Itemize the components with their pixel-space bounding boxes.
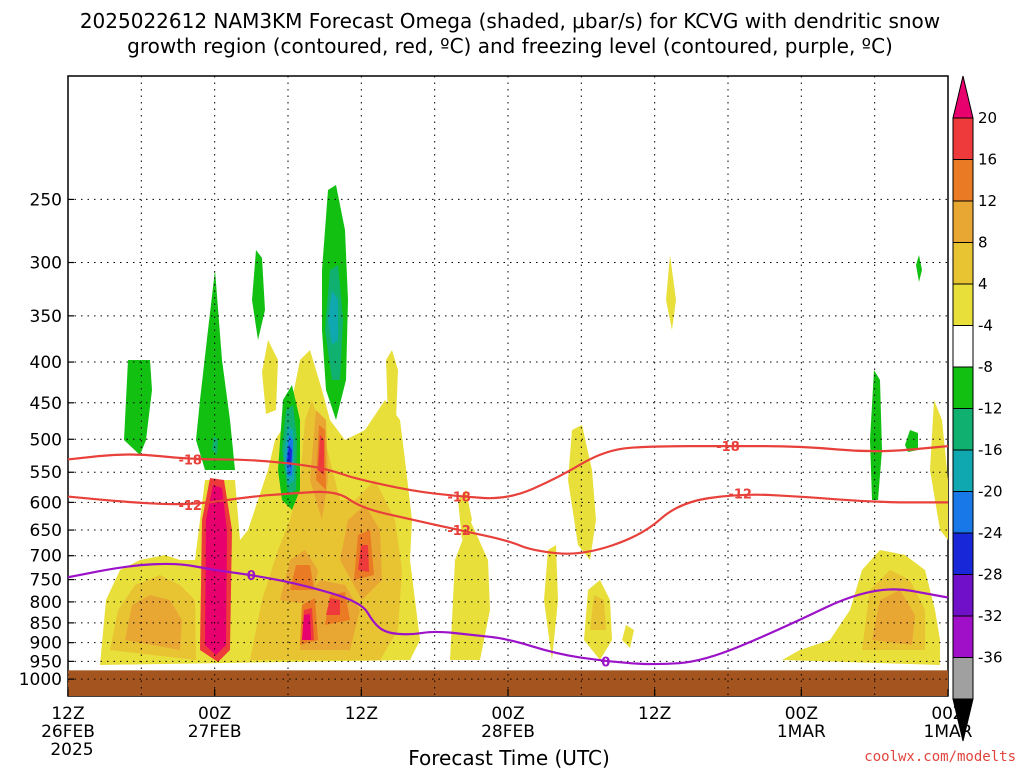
colorbar-segment: [952, 657, 974, 700]
colorbar: 20 16 12 8 4 -4 -8 -12 -16 -20 -24 -28 -32 -36: [952, 75, 1003, 742]
y-tick-label: 800: [30, 593, 62, 613]
y-tick-label: 1000: [19, 670, 62, 690]
y-tick-label: 900: [30, 634, 62, 654]
colorbar-segment: [952, 117, 974, 160]
colorbar-tick-label: 16: [978, 151, 997, 169]
colorbar-segment: [952, 200, 974, 243]
contour-line-2: [68, 562, 948, 666]
contour-label: 0: [247, 569, 256, 584]
colorbar-segment: [952, 242, 974, 285]
colorbar-tick-label: -4: [978, 317, 993, 335]
colorbar-top-arrow: [952, 75, 974, 119]
colorbar-tick-label: -28: [978, 566, 1003, 584]
colorbar-segment: [952, 574, 974, 617]
chart-title-line1: 2025022612 NAM3KM Forecast Omega (shaded…: [80, 9, 940, 33]
y-tick-label: 300: [30, 254, 62, 274]
x-tick-label: 00Z: [198, 704, 231, 724]
x-tick-label: 12Z: [345, 704, 378, 724]
colorbar-tick-label: 20: [978, 109, 997, 127]
colorbar-segment: [952, 408, 974, 451]
colorbar-tick-label: -8: [978, 358, 993, 376]
colorbar-segment: [952, 615, 974, 658]
colorbar-segment: [952, 532, 974, 575]
y-tick-label: 350: [30, 307, 62, 327]
colorbar-tick-label: -32: [978, 607, 1003, 625]
contour-label: -18: [716, 440, 740, 455]
colorbar-segment: [952, 366, 974, 409]
colorbar-tick-label: -20: [978, 483, 1003, 501]
y-tick-label: 950: [30, 652, 62, 672]
x-tick-label: 27FEB: [188, 722, 242, 742]
chart-title-line2: growth region (contoured, red, ºC) and f…: [127, 34, 893, 58]
contour-label: -12: [728, 488, 752, 503]
y-tick-label: 550: [30, 463, 62, 483]
x-tick-label: 26FEB: [41, 722, 95, 742]
colorbar-bottom-arrow: [952, 698, 974, 742]
credit-text: coolwx.com/modelts: [864, 749, 1016, 765]
colorbar-segment: [952, 325, 974, 368]
colorbar-segment: [952, 491, 974, 534]
colorbar-tick-label: -36: [978, 649, 1003, 667]
y-tick-label: 450: [30, 394, 62, 414]
y-tick-label: 250: [30, 190, 62, 210]
colorbar-tick-label: 4: [978, 275, 988, 293]
contour-label: 0: [601, 655, 610, 670]
colorbar-tick-label: -12: [978, 400, 1003, 418]
y-tick-label: 400: [30, 353, 62, 373]
y-tick-label: 850: [30, 614, 62, 634]
colorbar-tick-label: -24: [978, 524, 1003, 542]
y-tick-label: 600: [30, 493, 62, 513]
contour-label: -12: [178, 499, 202, 514]
colorbar-tick-label: -16: [978, 441, 1003, 459]
y-tick-label: 650: [30, 521, 62, 541]
contour-line-0: [68, 445, 948, 500]
x-tick-label: 28FEB: [481, 722, 535, 742]
colorbar-segment: [952, 283, 974, 326]
x-tick-label: 00Z: [785, 704, 818, 724]
x-tick-label: 2025: [50, 740, 93, 760]
colorbar-tick-label: 12: [978, 192, 997, 210]
colorbar-segment: [952, 449, 974, 492]
y-tick-label: 700: [30, 547, 62, 567]
x-tick-label: 1MAR: [777, 722, 826, 742]
colorbar-segment: [952, 159, 974, 202]
x-tick-label: 00Z: [491, 704, 524, 724]
contour-label: -12: [447, 524, 471, 539]
contour-label: -18: [447, 491, 471, 506]
x-axis-label: Forecast Time (UTC): [408, 746, 610, 768]
y-axis-ticks: 2503003504004505005506006507007508008509…: [19, 190, 74, 690]
x-tick-label: 12Z: [51, 704, 84, 724]
contour-lines: -18 -18 -18 -12 -12 -12 0 0: [68, 440, 948, 670]
y-tick-label: 500: [30, 430, 62, 450]
x-tick-label: 12Z: [638, 704, 671, 724]
y-tick-label: 750: [30, 571, 62, 591]
colorbar-tick-label: 8: [978, 234, 988, 252]
contour-line-1: [68, 490, 948, 555]
contour-label: -18: [178, 453, 202, 468]
